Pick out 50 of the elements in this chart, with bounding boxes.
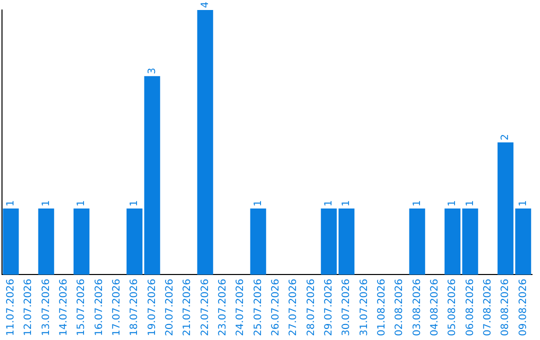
bar	[409, 208, 426, 275]
x-tick-label: 02.08.2026	[394, 278, 406, 336]
x-tick-label: 21.07.2026	[182, 278, 194, 336]
data-label: 3	[146, 68, 158, 74]
data-label: 1	[252, 200, 264, 207]
data-label: 1	[40, 200, 52, 207]
x-tick-label: 22.07.2026	[200, 278, 211, 336]
x-tick-label: 08.08.2026	[500, 278, 512, 336]
x-tick-label: 06.08.2026	[464, 278, 476, 336]
data-label: 1	[76, 200, 88, 207]
bar	[2, 208, 19, 275]
data-label: 1	[464, 200, 476, 207]
data-label: 1	[447, 200, 458, 207]
data-label: 1	[518, 200, 529, 207]
x-tick-label: 25.07.2026	[252, 278, 264, 336]
x-tick-label: 26.07.2026	[270, 278, 282, 336]
x-tick-label: 27.07.2026	[288, 278, 300, 336]
x-tick-label: 13.07.2026	[40, 278, 52, 336]
data-label: 1	[5, 200, 16, 207]
x-tick-label: 04.08.2026	[429, 278, 440, 336]
bar	[74, 208, 90, 275]
data-label: 2	[500, 134, 512, 140]
x-tick-label: 01.08.2026	[376, 278, 388, 336]
x-tick-label: 18.07.2026	[129, 278, 140, 336]
bar	[38, 208, 54, 275]
x-tick-label: 23.07.2026	[217, 278, 228, 336]
x-tick-label: 20.07.2026	[164, 278, 176, 336]
x-tick-label: 09.08.2026	[518, 278, 529, 336]
x-tick-label: 15.07.2026	[76, 278, 88, 336]
x-tick-label: 16.07.2026	[94, 278, 105, 336]
x-tick-label: 07.08.2026	[482, 278, 494, 336]
data-label: 1	[341, 200, 352, 207]
x-tick-label: 30.07.2026	[341, 278, 352, 336]
x-tick-label: 05.08.2026	[447, 278, 458, 336]
data-label: 1	[129, 200, 140, 207]
data-label: 1	[323, 200, 334, 207]
x-tick-label: 12.07.2026	[23, 278, 34, 336]
x-tick-label: 29.07.2026	[323, 278, 334, 336]
bar	[250, 208, 266, 275]
bar	[197, 10, 214, 275]
x-tick-label: 24.07.2026	[235, 278, 246, 336]
x-tick-label: 28.07.2026	[306, 278, 317, 336]
x-tick-label: 19.07.2026	[146, 278, 158, 336]
data-label: 1	[412, 200, 423, 207]
x-tick-label: 11.07.2026	[5, 278, 16, 336]
x-tick-label: 31.07.2026	[358, 278, 370, 336]
x-tick-label: 17.07.2026	[111, 278, 122, 336]
x-tick-label: 03.08.2026	[412, 278, 423, 336]
data-label: 4	[200, 2, 211, 8]
x-tick-label: 14.07.2026	[58, 278, 70, 336]
